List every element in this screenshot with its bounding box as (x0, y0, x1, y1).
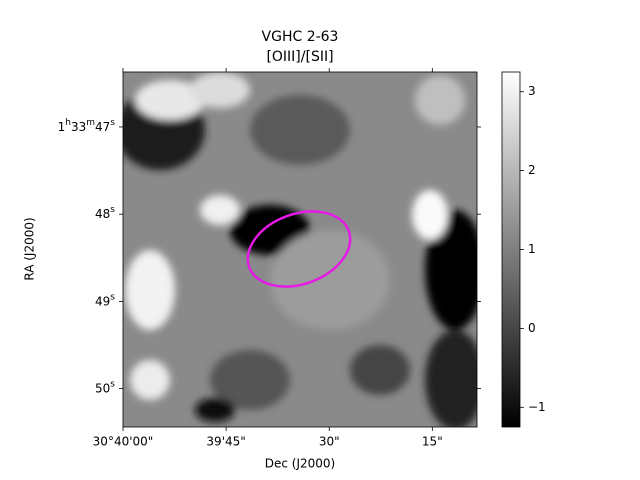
x-tick-label: 30°40'00" (93, 435, 154, 449)
chart-title: VGHC 2-63 (262, 29, 339, 45)
colorbar-tick-label: 2 (528, 163, 536, 177)
y-tick-label: 48s (95, 205, 115, 221)
x-axis-label: Dec (J2000) (265, 457, 335, 471)
y-tick-label: 50s (95, 379, 115, 395)
colorbar-tick-label: 1 (528, 242, 536, 256)
y-tick-label: 49s (95, 292, 115, 308)
chart-subtitle: [OIII]/[SII] (266, 49, 333, 65)
colorbar-tick-label: −1 (528, 400, 546, 414)
x-tick-label: 15" (422, 435, 443, 449)
y-tick-label: 1h33m47s (58, 117, 116, 133)
image (123, 72, 477, 427)
colorbar-tick-label: 3 (528, 84, 536, 98)
x-tick-label: 30" (319, 435, 340, 449)
colorbar (501, 71, 521, 428)
y-axis-label: RA (J2000) (23, 217, 37, 280)
colorbar-tick-label: 0 (528, 321, 536, 335)
x-tick-label: 39'45" (206, 435, 245, 449)
